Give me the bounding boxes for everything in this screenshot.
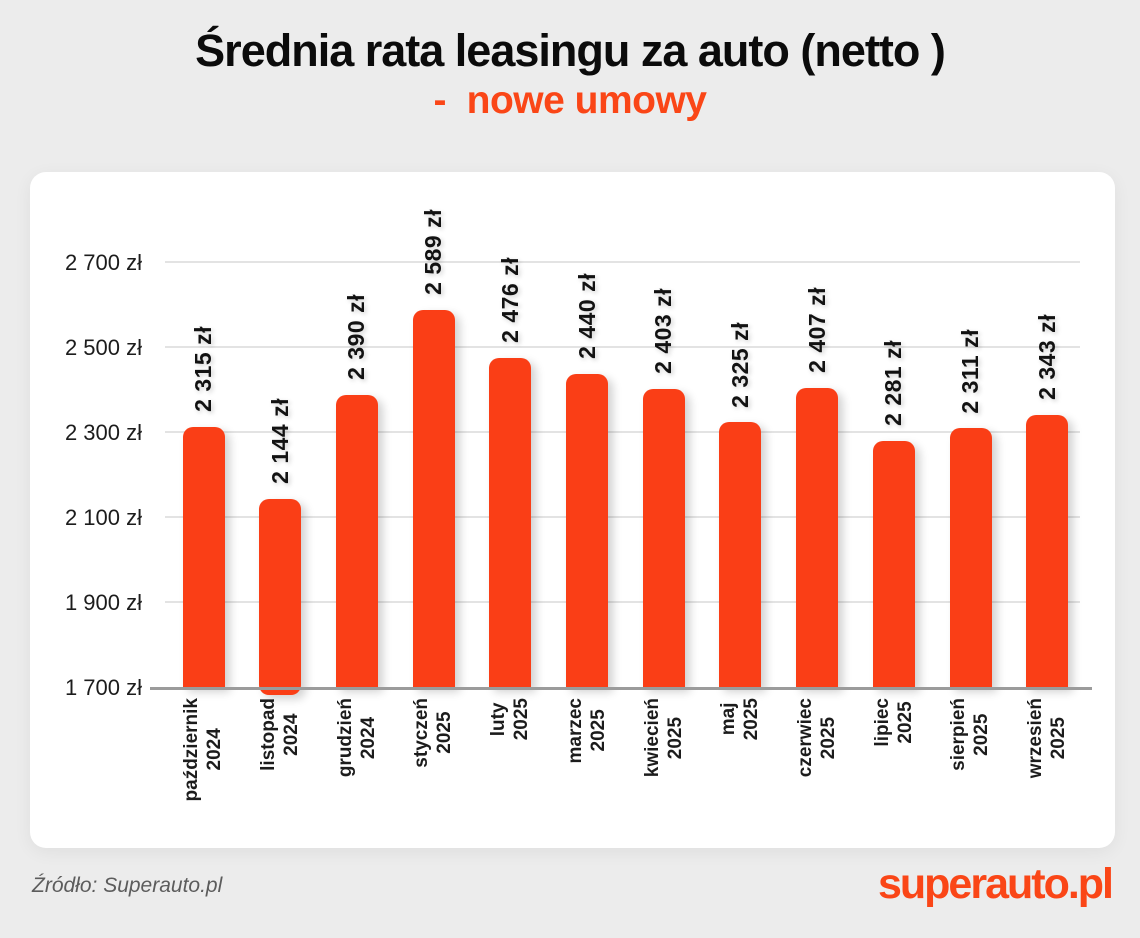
x-tick-label: luty 2025 <box>488 698 533 741</box>
bar-slot: 2 440 zł <box>549 200 625 688</box>
bar-slot: 2 343 zł <box>1009 200 1085 688</box>
brand-logo: superauto.pl <box>877 860 1114 908</box>
bar <box>489 358 532 688</box>
x-tick-label: listopad 2024 <box>258 698 303 771</box>
bar <box>1026 414 1069 688</box>
chart-card: 2 700 zł 2 500 zł 2 300 zł 2 100 zł 1 900 zł… <box>30 172 1115 848</box>
gridline-2100 <box>165 516 1080 518</box>
x-tick-label: październik 2024 <box>181 698 226 802</box>
x-tick-slot: marzec 2025 <box>549 698 625 764</box>
bar-slot: 2 144 zł <box>242 200 318 695</box>
bar <box>566 373 608 688</box>
gridline-2300 <box>165 431 1080 433</box>
bar-value-label: 2 311 zł <box>957 328 983 414</box>
bar-value-label: 2 390 zł <box>343 293 370 380</box>
bar <box>719 422 762 688</box>
bar-slot: 2 325 zł <box>702 200 778 688</box>
x-tick-slot: listopad 2024 <box>242 698 318 771</box>
bar-slot: 2 589 zł <box>396 200 472 688</box>
bar <box>335 394 378 688</box>
y-axis-labels: 2 700 zł 2 500 zł 2 300 zł 2 100 zł 1 900 zł… <box>30 200 142 700</box>
bar-value-label: 2 403 zł <box>650 288 677 375</box>
bar <box>796 387 839 688</box>
bar-value-label: 2 476 zł <box>496 257 523 344</box>
x-tick-label: czerwiec 2025 <box>794 698 840 778</box>
x-tick-slot: lipiec 2025 <box>856 698 932 747</box>
bar-slot: 2 315 zł <box>166 200 242 688</box>
x-tick-label: marzec 2025 <box>564 698 609 764</box>
bar-slot: 2 403 zł <box>626 200 702 688</box>
bar-value-label: 2 343 zł <box>1033 313 1060 400</box>
bar-slot: 2 281 zł <box>856 200 932 688</box>
y-tick-label: 1 900 zł <box>64 590 142 615</box>
bar <box>182 426 225 688</box>
gridline-1900 <box>165 601 1080 603</box>
bar-value-label: 2 440 zł <box>573 272 600 359</box>
bar-slot: 2 476 zł <box>472 200 548 688</box>
x-tick-label: maj 2025 <box>718 698 763 741</box>
x-tick-slot: wrzesień 2025 <box>1009 698 1085 778</box>
x-tick-slot: styczeń 2025 <box>396 698 472 768</box>
plot-area: 2 315 zł 2 144 zł 2 390 zł 2 589 zł 2 476 zł… <box>150 200 1092 695</box>
y-tick-label: 2 100 zł <box>64 505 142 530</box>
source-note: Źródło: Superauto.pl <box>32 874 223 897</box>
bar <box>412 310 455 688</box>
bar-value-label: 2 325 zł <box>726 321 753 408</box>
x-tick-slot: kwiecień 2025 <box>626 698 702 777</box>
bar-value-label: 2 407 zł <box>803 286 830 373</box>
bar <box>259 499 302 695</box>
bar <box>642 389 685 688</box>
x-tick-label: wrzesień 2025 <box>1025 698 1070 779</box>
x-tick-slot: czerwiec 2025 <box>779 698 855 777</box>
bar-value-label: 2 281 zł <box>880 340 907 427</box>
y-tick-label: 2 700 zł <box>64 250 142 275</box>
x-tick-label: sierpień 2025 <box>948 698 993 771</box>
x-tick-label: grudzień 2024 <box>334 698 379 778</box>
x-tick-label: lipiec 2025 <box>871 698 916 747</box>
gridline-2700 <box>165 261 1080 263</box>
x-tick-slot: maj 2025 <box>702 698 778 740</box>
gridline-2500 <box>165 346 1080 348</box>
bar <box>949 428 992 688</box>
bar-value-label: 2 315 zł <box>190 325 216 412</box>
x-tick-slot: październik 2024 <box>166 698 242 801</box>
bar-slot: 2 311 zł <box>933 200 1009 688</box>
bar-value-label: 2 589 zł <box>420 209 447 296</box>
x-tick-slot: luty 2025 <box>472 698 548 740</box>
x-tick-label: styczeń 2025 <box>411 698 456 768</box>
bar-slot: 2 390 zł <box>319 200 395 688</box>
y-tick-label: 2 500 zł <box>64 335 142 360</box>
y-tick-label: 1 700 zł <box>64 675 142 700</box>
chart-title: Średnia rata leasingu za auto (netto ) <box>195 25 946 76</box>
chart-title-block: Średnia rata leasingu za auto (netto ) -… <box>0 24 1140 124</box>
chart-subtitle: - nowe umowy <box>433 78 707 122</box>
y-tick-label: 2 300 zł <box>64 420 142 445</box>
x-axis-line <box>150 687 1092 690</box>
bar-value-label: 2 144 zł <box>266 398 293 485</box>
x-tick-label: kwiecień 2025 <box>641 698 686 778</box>
x-tick-slot: grudzień 2024 <box>319 698 395 777</box>
x-tick-slot: sierpień 2025 <box>933 698 1009 771</box>
bar-slot: 2 407 zł <box>779 200 855 688</box>
bar <box>872 441 915 688</box>
